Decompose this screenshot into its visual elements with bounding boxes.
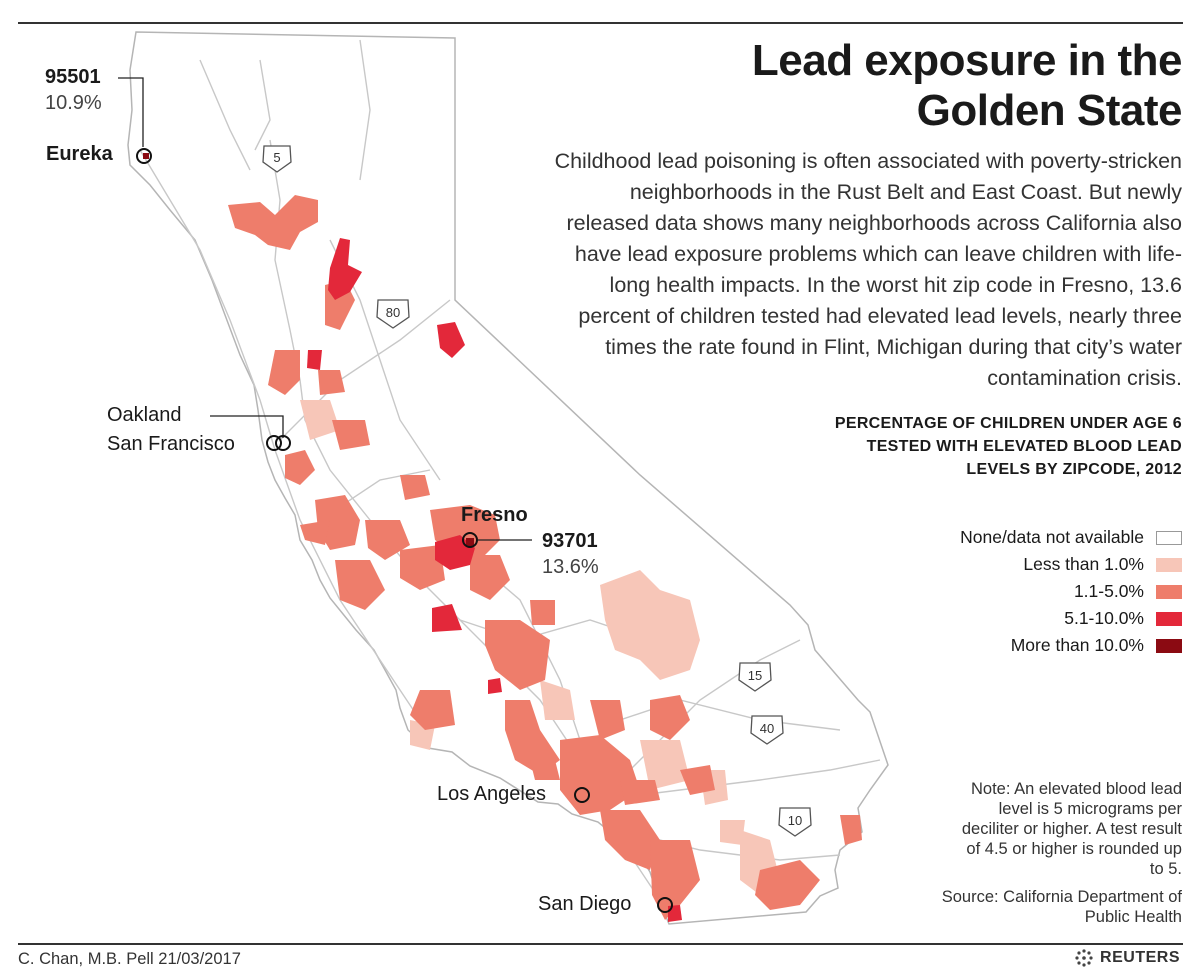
- legend-item: 1.1-5.0%: [862, 578, 1182, 605]
- label-los-angeles: Los Angeles: [437, 783, 546, 805]
- label-san-diego: San Diego: [538, 893, 632, 915]
- legend-label: Less than 1.0%: [1023, 554, 1144, 574]
- los-angeles-marker: [574, 787, 590, 803]
- note-text: Note: An elevated blood lead level is 5 …: [961, 780, 1182, 878]
- source-text: Source: California Department of Public …: [941, 888, 1182, 926]
- highway-80-shield: 80: [376, 299, 410, 329]
- legend-swatch-low: [1156, 557, 1182, 572]
- legend-swatch-very-high: [1156, 638, 1182, 653]
- bottom-rule: [18, 943, 1183, 945]
- zip-regions: [143, 153, 862, 922]
- label-san-francisco: San Francisco: [107, 433, 235, 455]
- san-diego-marker: [657, 897, 673, 913]
- reuters-logo: REUTERS: [1074, 948, 1180, 968]
- highway-shields: 5 80 15 40 10: [262, 145, 812, 837]
- fresno-marker: [462, 532, 478, 548]
- svg-text:40: 40: [760, 721, 774, 736]
- legend-swatch-high: [1156, 611, 1182, 626]
- legend-item: None/data not available: [862, 524, 1182, 551]
- label-fresno: Fresno: [461, 504, 528, 526]
- city-markers: [136, 148, 673, 913]
- legend-label: More than 10.0%: [1010, 635, 1144, 655]
- state-outline: [127, 31, 889, 925]
- svg-text:5: 5: [273, 150, 280, 165]
- credit-text: C. Chan, M.B. Pell 21/03/2017: [18, 950, 241, 968]
- san-francisco-marker: [266, 435, 282, 451]
- legend-label: 5.1-10.0%: [1064, 608, 1144, 628]
- callout-eureka-pct: 10.9%: [45, 92, 102, 114]
- highway-10-shield: 10: [778, 807, 812, 837]
- page-title: Lead exposure in the Golden State: [751, 36, 1183, 135]
- legend-item: More than 10.0%: [862, 632, 1182, 659]
- legend-item: Less than 1.0%: [862, 551, 1182, 578]
- eureka-marker: [136, 148, 152, 164]
- svg-text:80: 80: [386, 305, 400, 320]
- intro-text: Childhood lead poisoning is often associ…: [554, 149, 1182, 390]
- oakland-marker: [275, 435, 291, 451]
- highway-15-shield: 15: [738, 662, 772, 692]
- label-eureka: Eureka: [46, 143, 113, 165]
- svg-text:10: 10: [788, 813, 802, 828]
- legend-swatch-medium: [1156, 584, 1182, 599]
- top-rule: [18, 22, 1183, 24]
- callout-eureka-zip: 95501: [45, 66, 101, 88]
- legend-swatch-none: [1156, 530, 1182, 545]
- legend-label: 1.1-5.0%: [1073, 581, 1144, 601]
- reuters-dots-icon: [1075, 949, 1093, 967]
- callout-fresno-pct: 13.6%: [542, 556, 599, 578]
- highway-5-shield: 5: [262, 145, 292, 173]
- legend-label: None/data not available: [960, 527, 1144, 547]
- leader-lines: [118, 77, 532, 541]
- callout-fresno-zip: 93701: [542, 530, 598, 552]
- legend-title: PERCENTAGE OF CHILDREN UNDER AGE 6 TESTE…: [834, 415, 1182, 478]
- svg-text:15: 15: [748, 668, 762, 683]
- label-oakland: Oakland: [107, 404, 182, 426]
- legend: None/data not available Less than 1.0% 1…: [862, 524, 1182, 659]
- highway-40-shield: 40: [750, 715, 784, 745]
- legend-item: 5.1-10.0%: [862, 605, 1182, 632]
- reuters-logo-text: REUTERS: [1100, 949, 1180, 966]
